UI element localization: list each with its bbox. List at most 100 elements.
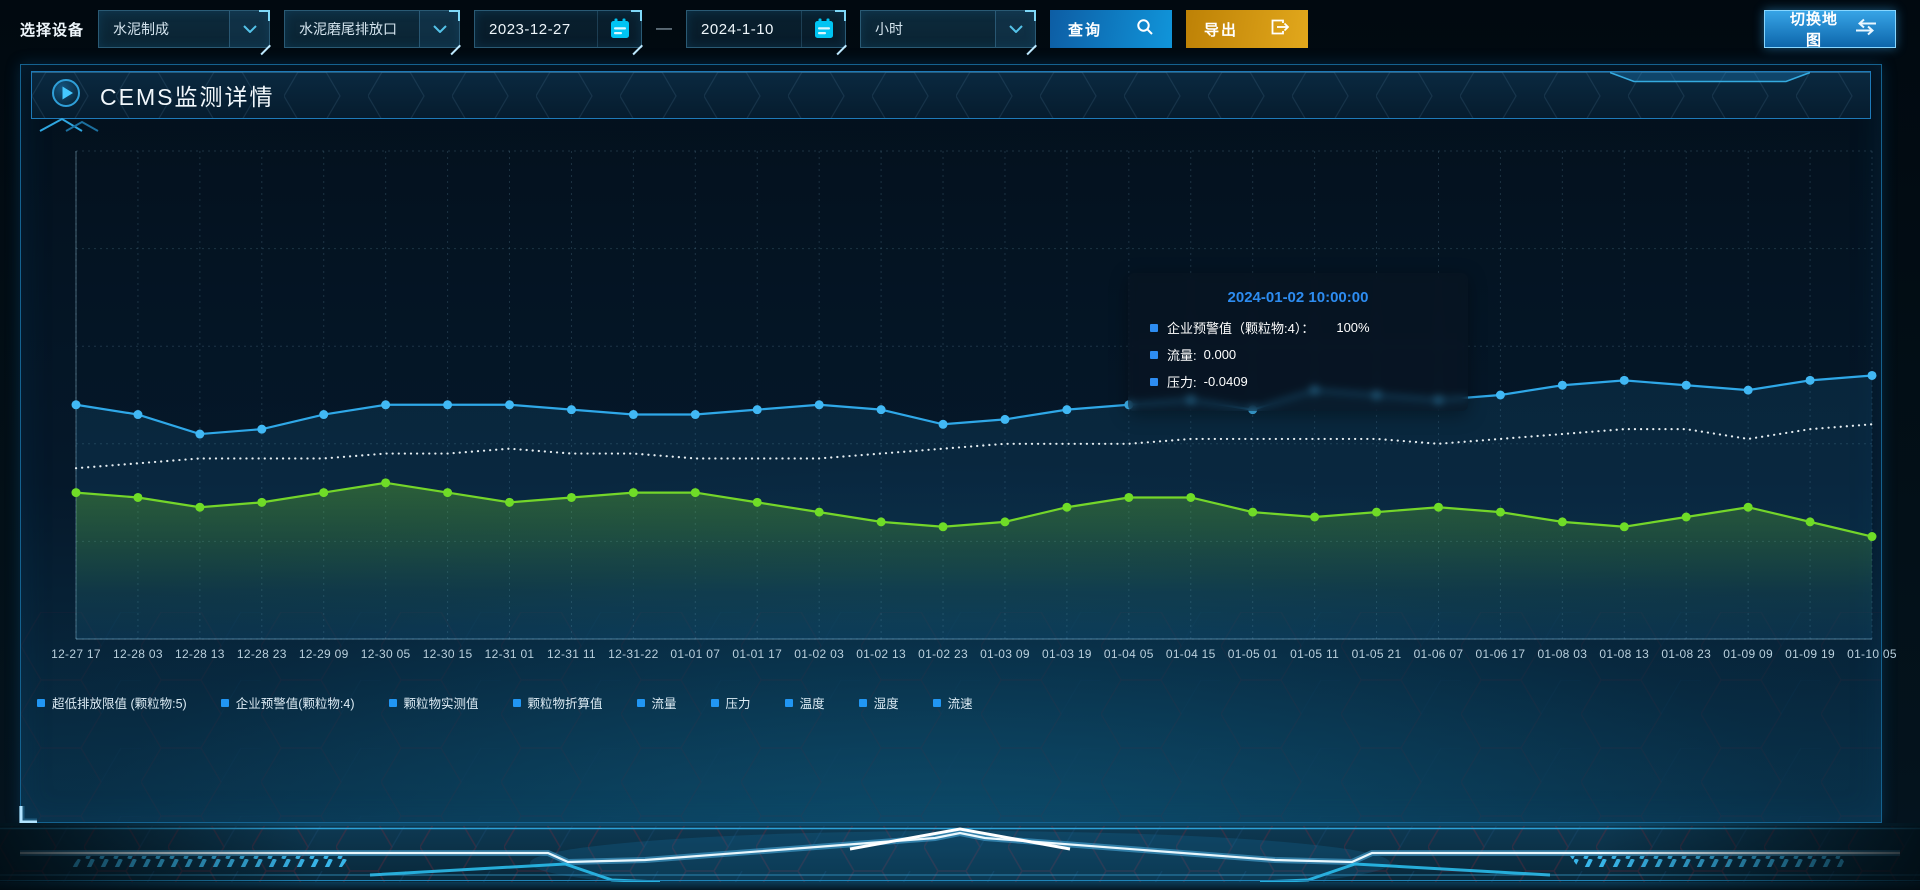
export-button[interactable]: 导出 [1186, 10, 1309, 48]
panel-corner-accent [19, 806, 37, 824]
process-select-value: 水泥制成 [113, 21, 170, 37]
start-date-picker[interactable]: 2023-12-27 [474, 10, 643, 48]
legend-label: 压力 [725, 697, 751, 711]
legend-item[interactable]: 温度 [784, 693, 825, 712]
export-button-label: 导出 [1204, 21, 1239, 39]
x-axis-label: 01-10 05 [1847, 647, 1897, 661]
x-axis-label: 12-31 01 [484, 647, 535, 661]
legend-label: 温度 [799, 697, 825, 711]
chart-area[interactable]: 12-27 17 12-28 03 12-28 13 12-28 23 12-29 09… [51, 145, 1897, 693]
legend-marker-icon [636, 698, 645, 707]
x-axis-label: 01-09 19 [1785, 647, 1835, 661]
search-icon [1136, 18, 1154, 40]
switch-map-button-label: 切换地图 [1789, 11, 1838, 49]
legend-label: 流速 [947, 697, 973, 711]
process-select[interactable]: 水泥制成 [98, 10, 271, 48]
legend-marker-icon [220, 698, 229, 707]
legend-label: 颗粒物实测值 [403, 697, 479, 711]
legend-label: 流量 [651, 697, 677, 711]
chevron-down-icon[interactable] [229, 11, 270, 47]
chevron-down-icon[interactable] [419, 11, 460, 47]
legend-marker-icon [932, 698, 941, 707]
x-axis-label: 01-02 13 [856, 647, 906, 661]
x-axis-label: 12-30 15 [422, 647, 473, 661]
query-button-label: 查询 [1068, 21, 1103, 39]
switch-map-button[interactable]: 切换地图 [1764, 10, 1896, 49]
start-date-value: 2023-12-27 [489, 20, 571, 38]
legend-item[interactable]: 流速 [932, 693, 973, 712]
legend-label: 湿度 [873, 697, 899, 711]
tooltip-row-label: 压力: [1167, 375, 1197, 390]
x-axis-label: 01-05 21 [1351, 647, 1402, 661]
tooltip-row-label: 企业预警值（颗粒物:4）： [1167, 321, 1315, 336]
series-marker-icon [1150, 377, 1158, 386]
outlet-select[interactable]: 水泥磨尾排放口 [284, 10, 461, 48]
device-select-label: 选择设备 [20, 21, 85, 39]
legend-marker-icon [858, 698, 867, 707]
x-axis-label: 01-05 01 [1227, 647, 1278, 661]
date-range-separator: — [656, 20, 673, 37]
switch-arrows-icon [1855, 17, 1877, 41]
legend-item[interactable]: 超低排放限值 (颗粒物:5) [37, 693, 187, 712]
legend-marker-icon [512, 698, 521, 707]
toolbar: 选择设备 水泥制成 水泥磨尾排放口 2023-12-27 — 2024-1-10 [20, 10, 1896, 49]
legend-marker-icon [37, 698, 45, 707]
panel-title: CEMS监测详情 [100, 84, 275, 110]
end-date-value: 2024-1-10 [701, 20, 774, 38]
x-axis-label: 01-06 07 [1413, 647, 1464, 661]
x-axis-label: 12-28 13 [174, 647, 225, 661]
tooltip-row-label: 流量: [1167, 348, 1197, 363]
legend-item[interactable]: 压力 [710, 693, 751, 712]
x-axis-label: 01-08 03 [1537, 647, 1588, 661]
x-axis-label: 01-02 03 [794, 647, 845, 661]
tooltip-row: 企业预警值（颗粒物:4）： 100% [1150, 318, 1446, 337]
interval-select-value: 小时 [875, 21, 904, 37]
tooltip-row-value: 100% [1336, 320, 1370, 335]
legend-item[interactable]: 企业预警值(颗粒物:4) [220, 693, 355, 712]
legend-label: 企业预警值(颗粒物:4) [235, 697, 355, 711]
x-axis-label: 01-03 19 [1042, 647, 1092, 661]
x-axis-label: 12-30 05 [360, 647, 411, 661]
x-axis-label: 12-31-22 [608, 647, 659, 661]
x-axis-label: 12-27 17 [51, 647, 101, 661]
end-date-picker[interactable]: 2024-1-10 [686, 10, 847, 48]
cems-detail-panel: CEMS监测详情 12-27 17 12-28 03 12-28 13 12-28 2… [19, 64, 1897, 824]
legend-marker-icon [710, 698, 719, 707]
legend-item[interactable]: 颗粒物折算值 [512, 693, 603, 712]
calendar-icon[interactable] [801, 11, 845, 47]
x-axis-label: 01-08 23 [1661, 647, 1712, 661]
play-icon [50, 77, 82, 114]
x-axis-label: 01-09 09 [1723, 647, 1774, 661]
x-axis-label: 01-03 09 [980, 647, 1030, 661]
tooltip-timestamp: 2024-01-02 10:00:00 [1227, 289, 1369, 306]
x-axis-label: 01-04 05 [1103, 647, 1154, 661]
x-axis-labels: 12-27 17 12-28 03 12-28 13 12-28 23 12-29 09… [51, 647, 1896, 667]
x-axis-label: 12-28 03 [113, 647, 163, 661]
legend-marker-icon [388, 698, 397, 707]
x-axis-label: 12-29 09 [298, 647, 349, 661]
chevron-down-icon[interactable] [995, 11, 1036, 47]
chart-tooltip: 2024-01-02 10:00:00 企业预警值（颗粒物:4）： 100% 流… [1128, 273, 1468, 411]
panel-header: CEMS监测详情 [31, 71, 1871, 132]
legend-item[interactable]: 流量 [636, 693, 677, 712]
line-chart[interactable] [68, 145, 1880, 645]
tooltip-row: 流量: 0.000 [1150, 345, 1446, 364]
tooltip-row-value: 0.000 [1203, 347, 1237, 362]
series-marker-icon [1150, 350, 1158, 359]
legend-label: 超低排放限值 (颗粒物:5) [52, 697, 187, 711]
x-axis-label: 01-02 23 [918, 647, 968, 661]
x-axis-label: 01-06 17 [1475, 647, 1526, 661]
x-axis-label: 01-01 07 [670, 647, 721, 661]
legend-item[interactable]: 颗粒物实测值 [388, 693, 479, 712]
header-corner-decoration [39, 117, 99, 132]
x-axis-label: 01-01 17 [732, 647, 783, 661]
tooltip-row-value: -0.0409 [1203, 374, 1248, 389]
hexagon-pattern [32, 72, 1870, 118]
interval-select[interactable]: 小时 [860, 10, 1037, 48]
legend-label: 颗粒物折算值 [527, 697, 603, 711]
legend-marker-icon [784, 698, 793, 707]
calendar-icon[interactable] [597, 11, 641, 47]
outlet-select-value: 水泥磨尾排放口 [299, 21, 398, 37]
legend-item[interactable]: 湿度 [858, 693, 899, 712]
query-button[interactable]: 查询 [1050, 10, 1173, 48]
